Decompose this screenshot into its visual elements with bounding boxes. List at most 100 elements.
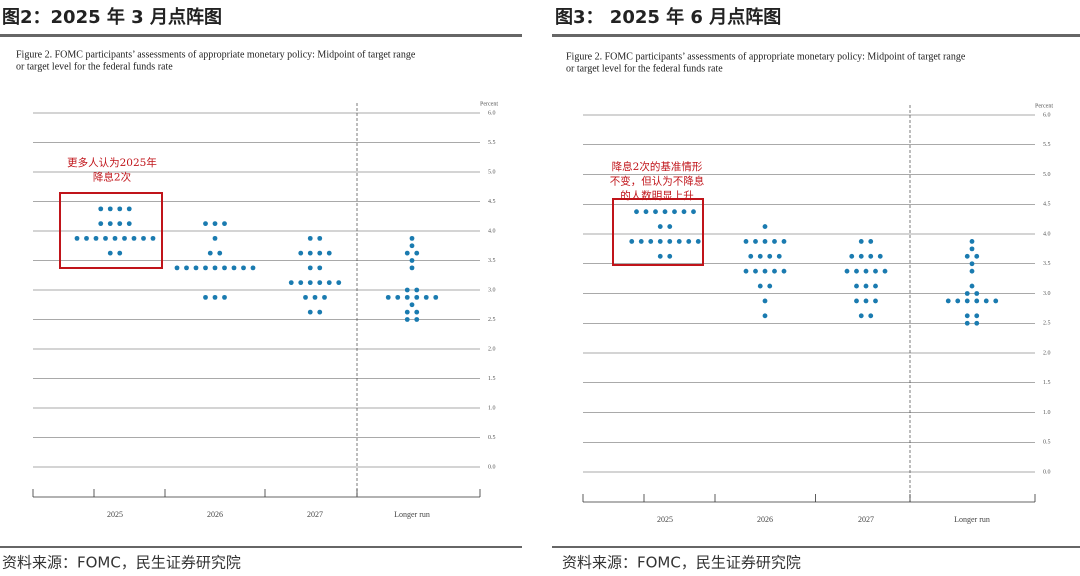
dot <box>858 239 864 244</box>
dot <box>686 239 692 244</box>
x-tick-label: 2026 <box>757 515 773 524</box>
dot <box>776 253 782 259</box>
dot <box>955 298 961 304</box>
y-tick-label: 3.0 <box>1043 291 1051 297</box>
dot <box>762 313 768 319</box>
dot <box>404 287 410 293</box>
figure-caption: Figure 2. FOMC participants’ assessments… <box>16 49 416 60</box>
y-tick-label: 2.0 <box>1043 350 1051 356</box>
dot <box>433 294 439 300</box>
dot <box>404 317 410 322</box>
highlight-box <box>59 192 163 269</box>
heading: 图2：2025 年 3 月点阵图 <box>2 6 222 28</box>
y-tick-label: 4.5 <box>1043 202 1051 208</box>
y-tick-label: 6.0 <box>488 110 496 116</box>
dot <box>974 298 980 304</box>
dot <box>781 268 787 274</box>
x-tick-label: Longer run <box>394 510 430 519</box>
dot <box>250 265 256 271</box>
dot <box>414 287 420 293</box>
dot <box>126 221 132 227</box>
dot <box>858 253 864 259</box>
dot <box>863 268 869 274</box>
y-tick-label: 0.5 <box>1043 440 1051 446</box>
dot <box>414 250 420 256</box>
dot <box>107 206 113 212</box>
figure-caption: Figure 2. FOMC participants’ assessments… <box>566 51 966 62</box>
figure-caption: or target level for the federal funds ra… <box>566 63 723 74</box>
dot <box>662 209 668 215</box>
y-tick-label: 0.5 <box>488 435 496 441</box>
annotation: 降息2次 <box>93 171 132 184</box>
dot <box>748 253 754 259</box>
dot <box>945 298 951 304</box>
y-tick-label: 5.0 <box>1043 172 1051 178</box>
annotation: 不变，但认为不降息 <box>610 175 705 188</box>
y-tick-label: 2.5 <box>488 317 496 323</box>
dot <box>657 224 663 229</box>
dot <box>222 221 227 227</box>
dot <box>117 206 123 212</box>
dot <box>695 239 701 244</box>
dot <box>322 294 327 300</box>
dot <box>858 313 864 319</box>
dot <box>117 221 123 227</box>
y-tick-label: 1.5 <box>1043 380 1051 386</box>
y-tick-label: 1.0 <box>488 405 496 411</box>
dot <box>298 280 304 286</box>
dot <box>336 280 342 286</box>
dot <box>404 294 410 300</box>
dot <box>762 224 768 229</box>
dot <box>409 258 415 263</box>
dot <box>317 280 323 286</box>
y-tick-label: 0.0 <box>1043 469 1051 475</box>
x-tick-label: 2025 <box>107 510 123 519</box>
x-tick-label: 2027 <box>858 515 874 524</box>
dot <box>854 298 859 304</box>
y-tick-label: 1.5 <box>488 376 496 382</box>
dot <box>772 268 777 274</box>
dot <box>974 253 980 259</box>
dot <box>667 253 673 259</box>
dot <box>184 265 189 271</box>
dot <box>964 313 970 319</box>
dot <box>753 239 758 244</box>
dot <box>409 235 415 241</box>
dot <box>974 313 980 319</box>
dot <box>882 268 888 274</box>
dot <box>288 280 294 286</box>
y-tick-label: 3.5 <box>1043 261 1051 267</box>
dot <box>868 239 874 244</box>
dot <box>231 265 237 271</box>
dot <box>643 209 649 215</box>
dot <box>107 221 113 227</box>
dot <box>84 235 89 241</box>
dot <box>103 235 108 241</box>
dot <box>781 239 787 244</box>
dot <box>854 268 859 274</box>
dot <box>150 235 156 241</box>
y-tick-label: 5.5 <box>1043 142 1051 148</box>
dot <box>414 317 420 322</box>
dot <box>307 265 313 271</box>
dot <box>964 291 970 296</box>
dot <box>863 298 869 304</box>
dot <box>762 268 768 274</box>
dot <box>326 250 332 256</box>
dot <box>203 294 208 300</box>
y-tick-label: 3.0 <box>488 287 496 293</box>
dot <box>117 250 123 256</box>
dot <box>657 239 663 244</box>
dot <box>969 283 975 289</box>
dot <box>974 291 980 296</box>
x-tick-label: Longer run <box>954 515 990 524</box>
dot <box>969 246 975 252</box>
x-tick-label: 2026 <box>207 510 223 519</box>
y-axis-label: Percent <box>480 101 498 107</box>
dot <box>873 298 878 304</box>
rule <box>552 546 1080 548</box>
dot <box>203 221 208 227</box>
dot <box>667 224 673 229</box>
rule <box>552 34 1080 37</box>
dot <box>409 302 415 308</box>
